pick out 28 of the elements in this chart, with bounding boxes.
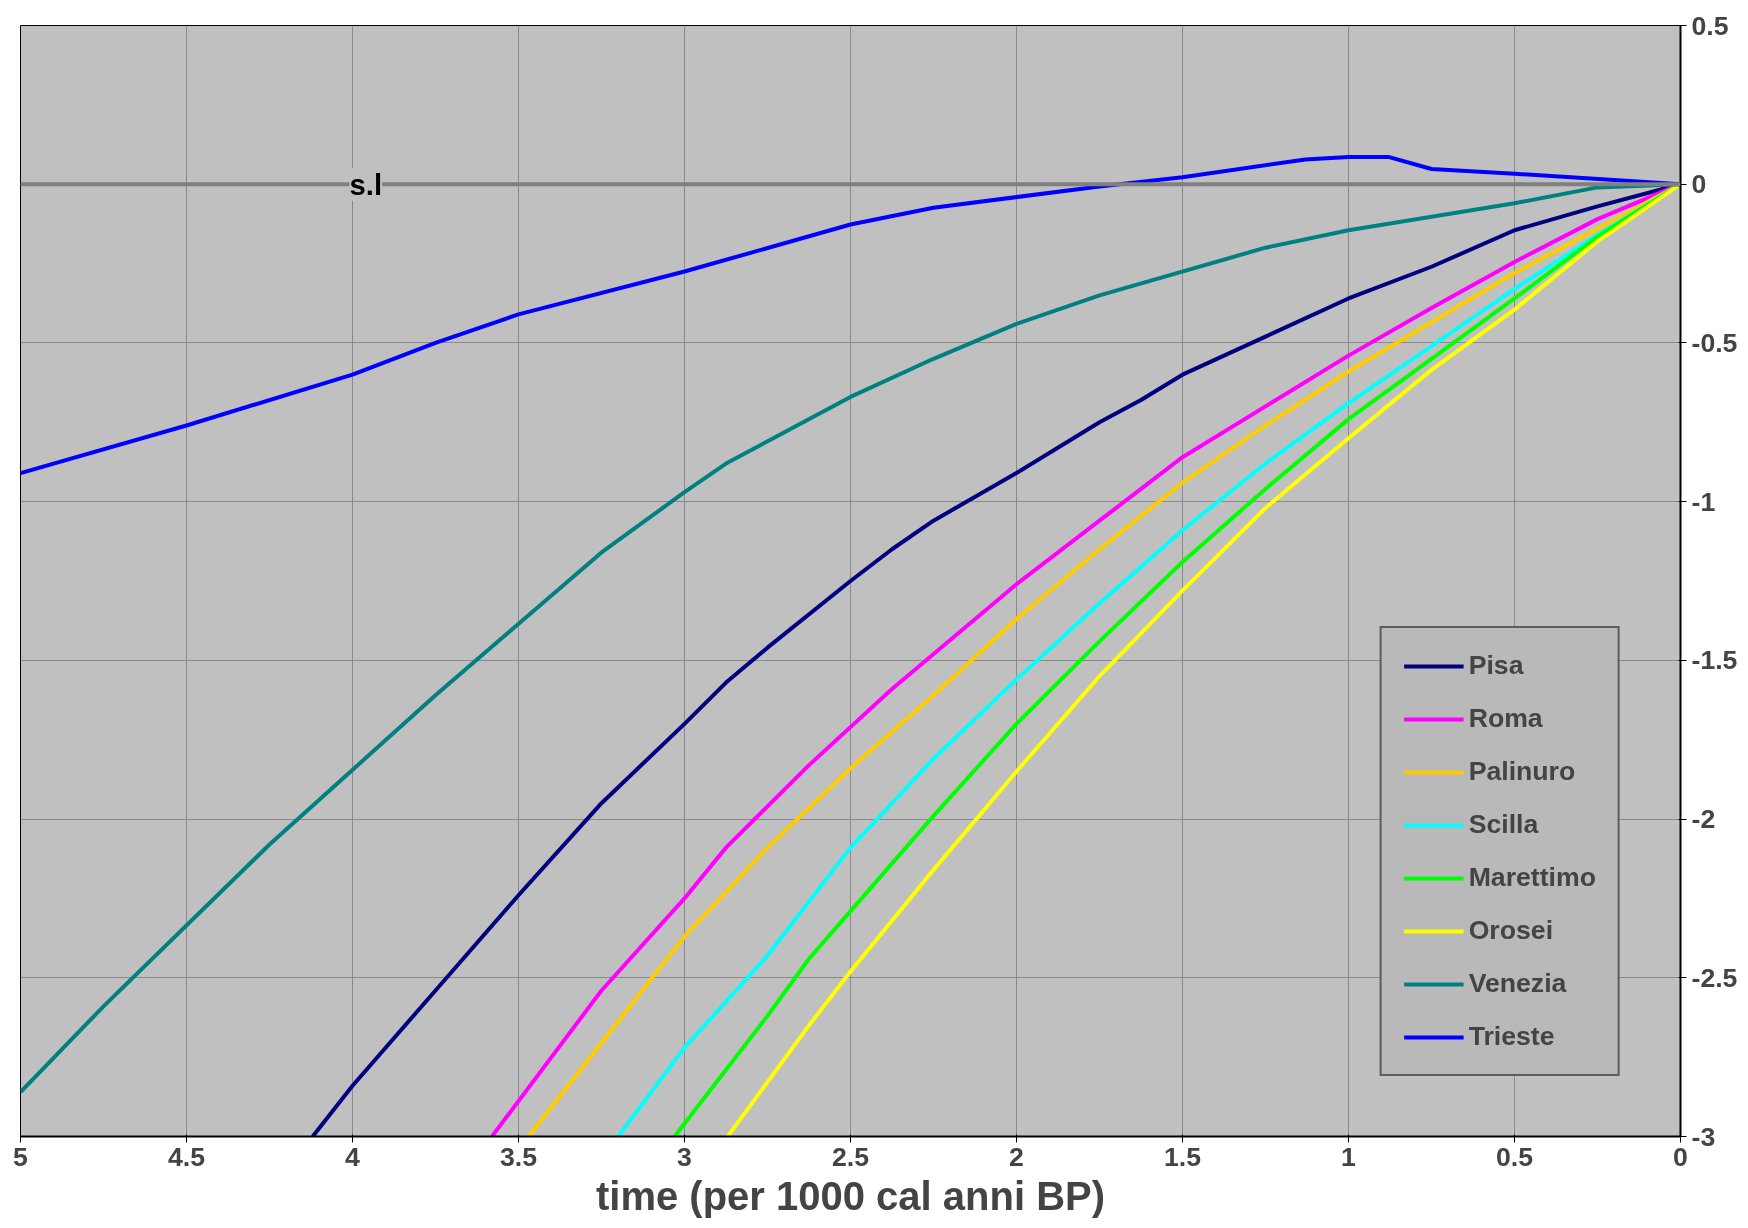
ref-line-label: s.l — [349, 167, 383, 201]
x-axis-title: time (per 1000 cal anni BP) — [595, 1173, 1106, 1218]
legend-label: Trieste — [1468, 1021, 1555, 1052]
legend-label: Palinuro — [1468, 756, 1576, 787]
legend-label: Venezia — [1468, 968, 1567, 999]
x-tick-label: 3 — [677, 1141, 692, 1172]
legend-label: Pisa — [1468, 650, 1524, 681]
x-tick-label: 3.5 — [499, 1141, 538, 1172]
x-tick-label: 4.5 — [167, 1141, 206, 1172]
x-tick-label: 4 — [345, 1141, 361, 1172]
legend-label: Orosei — [1468, 915, 1554, 946]
y-tick-label: -1.5 — [1691, 645, 1738, 676]
y-tick-label: -2.5 — [1691, 962, 1738, 993]
x-tick-label: 5 — [13, 1141, 29, 1172]
y-tick-label: -3 — [1691, 1121, 1716, 1152]
y-tick-label: -0.5 — [1691, 327, 1738, 358]
legend-label: Scilla — [1468, 809, 1539, 840]
y-tick-label: -1 — [1691, 486, 1716, 517]
legend-label: Marettimo — [1468, 862, 1596, 893]
x-tick-label: 0.5 — [1495, 1141, 1534, 1172]
x-tick-label: 2.5 — [831, 1141, 870, 1172]
y-tick-label: -2 — [1691, 804, 1716, 835]
y-tick-label: 0.5 — [1691, 10, 1729, 41]
x-tick-label: 1 — [1341, 1141, 1357, 1172]
x-tick-label: 1.5 — [1163, 1141, 1202, 1172]
y-tick-label: 0 — [1691, 169, 1707, 200]
legend-label: Roma — [1468, 703, 1543, 734]
x-tick-label: 2 — [1009, 1141, 1024, 1172]
